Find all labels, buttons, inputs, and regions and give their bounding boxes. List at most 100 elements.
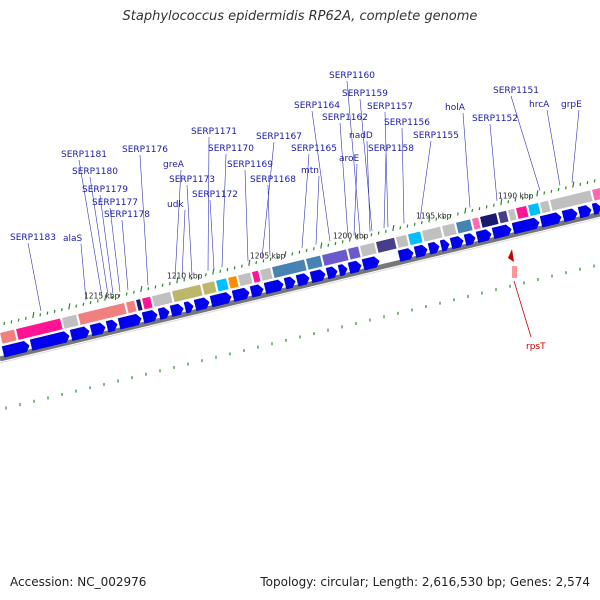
tick-mark — [97, 299, 99, 303]
kbp-ticks — [3, 179, 596, 326]
leader-line — [174, 169, 182, 279]
cog-segment — [0, 329, 17, 344]
gene-arrow — [89, 322, 106, 337]
cog-segment — [228, 275, 239, 289]
tick-mark — [370, 233, 373, 237]
gene-arrow — [309, 269, 326, 284]
tick-mark — [536, 190, 539, 197]
cog-segment — [348, 246, 361, 260]
tick-mark — [219, 269, 222, 273]
gene-label: SERP1160 — [329, 71, 375, 81]
tick-mark — [89, 301, 92, 305]
kbp-label: 1200 kbp — [333, 232, 369, 241]
leader-line — [462, 112, 471, 208]
tick-mark — [291, 252, 294, 256]
tick-mark — [543, 191, 546, 195]
tick-mark — [248, 259, 251, 266]
leader-line — [366, 140, 371, 232]
leader-line — [121, 219, 129, 291]
tick-mark — [17, 318, 20, 322]
gene-arrow — [325, 266, 338, 280]
gene-arrow — [105, 319, 118, 333]
leader-line — [207, 136, 210, 271]
summary-text: Topology: circular; Length: 2,616,530 bp… — [260, 575, 590, 589]
gene-label: SERP1157 — [367, 102, 413, 112]
tick-mark — [579, 182, 582, 186]
cog-segment — [508, 208, 517, 221]
leader-line — [546, 109, 561, 186]
tick-mark — [464, 207, 467, 214]
leader-line — [181, 209, 186, 278]
cog-segment — [16, 318, 63, 340]
kbp-label: 1205 kbp — [250, 252, 286, 261]
cog-segment — [456, 219, 473, 234]
tick-mark — [154, 285, 157, 289]
tick-mark — [111, 295, 114, 300]
leader-line — [109, 207, 121, 293]
tick-mark — [586, 180, 589, 185]
gene-label: SERP1171 — [191, 127, 237, 137]
tick-mark — [385, 229, 387, 233]
cog-segment — [396, 234, 409, 248]
tick-mark — [53, 309, 56, 313]
tick-mark — [125, 292, 128, 296]
cog-segment — [78, 303, 127, 325]
gene-arrow — [337, 264, 348, 277]
gene-label: SERP1176 — [122, 145, 168, 155]
tick-mark — [46, 311, 49, 315]
inner-ring-ticks — [5, 264, 595, 410]
gene-arrow — [295, 273, 310, 287]
gene-arrow — [539, 212, 562, 228]
cog-segment — [252, 270, 261, 283]
leader-line — [346, 80, 361, 235]
tick-mark — [413, 222, 416, 226]
tick-mark — [507, 200, 510, 204]
cog-segment — [306, 255, 323, 270]
kbp-label: 1195 kbp — [416, 211, 452, 220]
gene-label: SERP1183 — [10, 233, 56, 243]
gene-label: SERP1170 — [208, 144, 254, 154]
cog-segment — [142, 296, 153, 310]
backbone-outer — [0, 211, 600, 362]
gene-arrow — [169, 303, 184, 317]
cog-segment — [136, 299, 143, 311]
gene-label: alaS — [63, 234, 83, 244]
tick-mark — [377, 231, 380, 235]
gene-arrow — [491, 224, 512, 240]
tick-mark — [277, 255, 279, 260]
rna-leader — [513, 280, 532, 338]
tick-mark — [233, 266, 236, 270]
tick-mark — [75, 304, 78, 308]
tick-mark — [169, 281, 171, 286]
tick-mark — [428, 216, 431, 223]
tick-mark — [529, 194, 531, 199]
leader-line — [384, 111, 389, 228]
gene-label: SERP1167 — [256, 132, 302, 142]
tick-mark — [82, 302, 85, 306]
leader-line — [383, 153, 387, 229]
leader-line — [571, 109, 580, 183]
tick-mark — [61, 308, 63, 312]
cog-segment — [592, 188, 600, 201]
leader-line — [311, 110, 331, 242]
tick-mark — [39, 313, 42, 317]
gene-label: SERP1165 — [291, 144, 337, 154]
gene-arrow — [1, 340, 30, 358]
cog-segment — [422, 226, 443, 242]
tick-mark — [399, 226, 402, 230]
gene-label: SERP1177 — [92, 198, 138, 208]
gene-label: SERP1156 — [384, 118, 430, 128]
kbp-label: 1210 kbp — [167, 272, 203, 281]
tick-mark — [406, 224, 409, 228]
tick-mark — [25, 316, 27, 320]
leader-line — [221, 153, 227, 268]
tick-mark — [320, 242, 323, 249]
cog-segment — [376, 237, 397, 253]
cog-segment — [322, 249, 349, 266]
cog-segment — [238, 272, 253, 287]
tick-mark — [10, 320, 13, 324]
tick-mark — [471, 208, 474, 213]
gene-label: SERP1168 — [250, 175, 296, 185]
tick-mark — [140, 285, 143, 293]
